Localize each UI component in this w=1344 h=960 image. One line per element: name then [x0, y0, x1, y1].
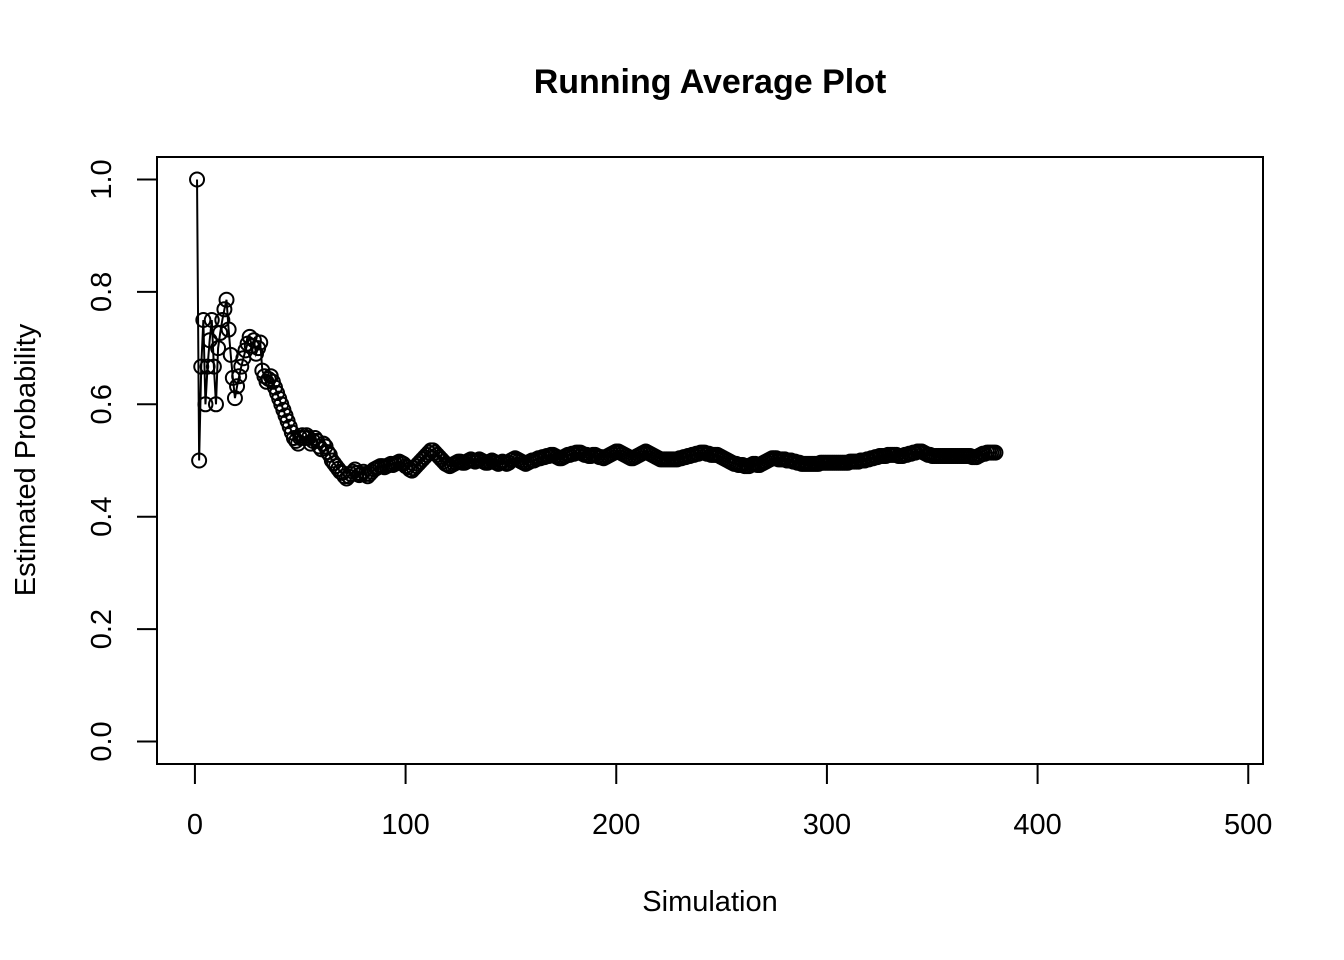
y-tick-label: 0.2	[86, 609, 118, 649]
data-point	[218, 291, 235, 308]
data-point	[195, 311, 212, 328]
y-axis: 0.0 0.2 0.4 0.6 0.8 1.0	[86, 159, 158, 762]
data-point	[193, 358, 210, 375]
data-point	[203, 311, 220, 328]
x-tick-label: 200	[592, 809, 640, 841]
data-point	[231, 368, 248, 385]
y-tick-label: 1.0	[86, 159, 118, 199]
x-tick-label: 300	[803, 809, 851, 841]
data-point	[229, 378, 246, 395]
x-tick-label: 500	[1224, 809, 1272, 841]
data-point	[191, 452, 208, 469]
data-point	[197, 396, 214, 413]
x-tick-label: 100	[381, 809, 429, 841]
data-point	[199, 358, 216, 375]
data-point	[224, 369, 241, 386]
x-tick-label: 400	[1013, 809, 1061, 841]
data-point	[311, 438, 328, 455]
y-tick-label: 0.0	[86, 721, 118, 761]
series-running-average	[189, 171, 1004, 487]
data-point	[252, 334, 269, 351]
data-point	[987, 444, 1004, 461]
data-point	[220, 321, 237, 338]
y-tick-label: 0.8	[86, 272, 118, 312]
y-tick-label: 0.6	[86, 384, 118, 424]
data-point	[233, 358, 250, 375]
data-point	[216, 301, 233, 318]
y-axis-label: Estimated Probability	[10, 323, 42, 596]
data-point	[226, 390, 243, 407]
x-tick-label: 0	[187, 809, 203, 841]
y-tick-label: 0.4	[86, 497, 118, 537]
data-point	[205, 358, 222, 375]
data-point	[207, 396, 224, 413]
data-point	[189, 171, 206, 188]
data-point	[210, 340, 227, 357]
x-axis: 0 100 200 300 400 500	[187, 763, 1272, 841]
chart-title: Running Average Plot	[534, 63, 887, 101]
x-axis-label: Simulation	[642, 886, 777, 918]
